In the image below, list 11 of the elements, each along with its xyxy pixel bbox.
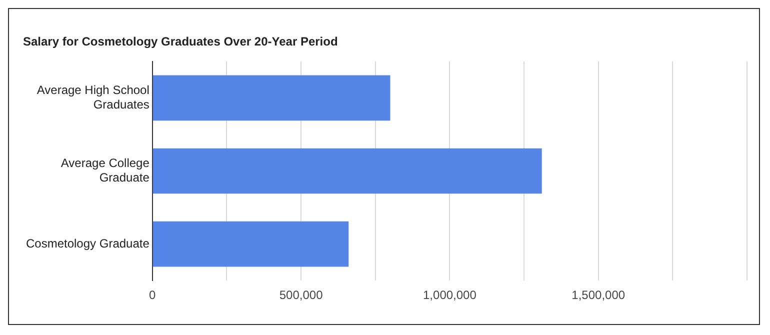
x-tick-label: 1,500,000 <box>572 288 626 302</box>
x-tick-label: 0 <box>149 288 156 302</box>
bar <box>152 221 349 267</box>
y-tick-label: Cosmetology Graduate <box>26 236 150 250</box>
bar <box>152 148 542 194</box>
chart-title: Salary for Cosmetology Graduates Over 20-Year Period <box>23 34 338 49</box>
y-tick-label: Average High School Graduates <box>36 83 150 112</box>
x-tick-label: 1,000,000 <box>423 288 477 302</box>
bar <box>152 75 390 121</box>
y-tick-label: Average College Graduate <box>60 156 150 185</box>
x-tick-label: 500,000 <box>279 288 324 302</box>
